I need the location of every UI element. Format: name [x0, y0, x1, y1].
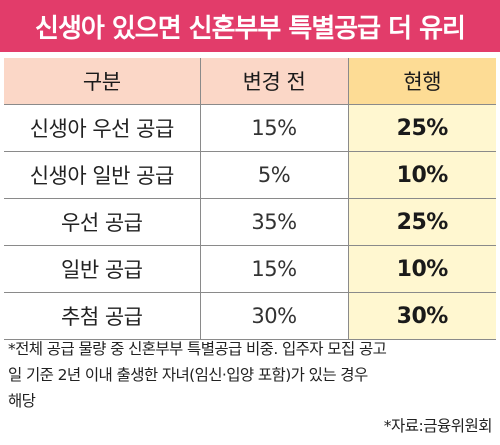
- footnote-line: 일 기준 2년 이내 출생한 자녀(임신·입양 포함)가 있는 경우: [8, 366, 368, 384]
- row-current-value: 25%: [348, 104, 496, 152]
- row-before-value: 15%: [200, 245, 349, 293]
- comparison-table: 구분 변경 전 현행 신생아 우선 공급 15% 25% 신생아 일반 공급 5…: [4, 58, 496, 340]
- row-current-value: 30%: [348, 292, 496, 340]
- row-before-value: 15%: [200, 104, 349, 152]
- row-category: 우선 공급: [4, 198, 201, 246]
- table-row: 우선 공급 35% 25%: [4, 198, 496, 246]
- row-category: 일반 공급: [4, 245, 201, 293]
- footnote-line: *전체 공급 물량 중 신혼부부 특별공급 비중. 입주자 모집 공고: [8, 340, 387, 358]
- row-current-value: 10%: [348, 151, 496, 199]
- row-before-value: 5%: [200, 151, 349, 199]
- row-before-value: 35%: [200, 198, 349, 246]
- source-credit: *자료:금융위원회: [383, 417, 493, 435]
- table-row: 추첨 공급 30% 30%: [4, 292, 496, 340]
- row-current-value: 25%: [348, 198, 496, 246]
- header-category: 구분: [4, 58, 201, 105]
- row-category: 신생아 우선 공급: [4, 104, 201, 152]
- row-category: 추첨 공급: [4, 292, 201, 340]
- header-before: 변경 전: [200, 58, 349, 105]
- header-current: 현행: [348, 58, 496, 105]
- table-row: 신생아 우선 공급 15% 25%: [4, 104, 496, 152]
- footnote-line: 해당: [8, 392, 36, 410]
- table-header-row: 구분 변경 전 현행: [4, 58, 496, 105]
- row-current-value: 10%: [348, 245, 496, 293]
- table-row: 일반 공급 15% 10%: [4, 245, 496, 293]
- table-row: 신생아 일반 공급 5% 10%: [4, 151, 496, 199]
- title-banner: 신생아 있으면 신혼부부 특별공급 더 유리: [0, 0, 500, 52]
- footnote: *전체 공급 물량 중 신혼부부 특별공급 비중. 입주자 모집 공고 일 기준…: [8, 336, 492, 414]
- row-before-value: 30%: [200, 292, 349, 340]
- page-title: 신생아 있으면 신혼부부 특별공급 더 유리: [35, 13, 466, 44]
- row-category: 신생아 일반 공급: [4, 151, 201, 199]
